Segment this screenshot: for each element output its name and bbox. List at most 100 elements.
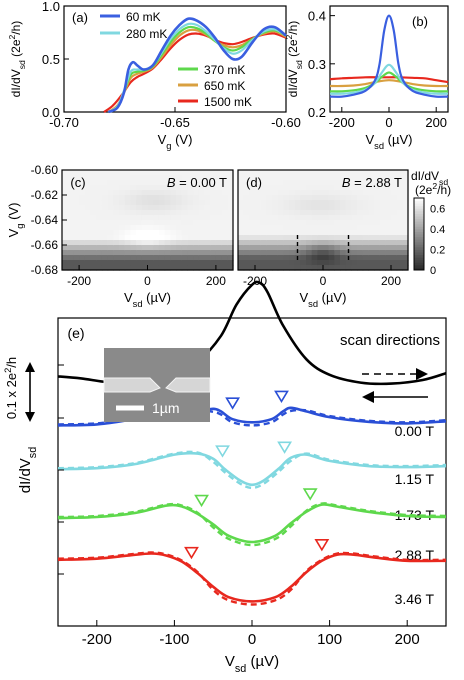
panel-c-cell (101, 180, 109, 186)
panel-d-cell (323, 215, 330, 221)
panel-c-cell (227, 185, 234, 191)
panel-c-cell (181, 175, 188, 181)
panel-d-cell (317, 200, 324, 206)
panel-c-cell (113, 260, 120, 266)
panel-d-cell (289, 250, 296, 256)
panel-d-cell (391, 190, 398, 196)
panel-c-cell (198, 240, 206, 246)
panel-c-cell (153, 225, 160, 231)
panel-c-ytick-label: -0.60 (31, 163, 59, 177)
panel-d-cell (249, 195, 256, 201)
panel-c-cell (101, 190, 109, 196)
panel-d-cell (311, 260, 318, 266)
panel-c-cell (181, 190, 188, 196)
panel-d-cell (351, 180, 358, 186)
panel-c-cell (176, 225, 183, 231)
panel-c-ytick-label: -0.66 (31, 238, 59, 252)
panel-c-cell (158, 205, 166, 211)
panel-c-cell (136, 215, 143, 221)
panel-d-cell (379, 210, 386, 216)
panel-d-cell (272, 220, 279, 226)
panel-c-cell (215, 170, 223, 176)
panel-c-cell (141, 230, 149, 236)
panel-c-cell (141, 260, 149, 266)
panel-c-cell (210, 240, 217, 246)
panel-d-cell (351, 265, 358, 271)
panel-d-cell (391, 220, 398, 226)
panel-c-cell (221, 185, 228, 191)
panel-c-cell (136, 235, 143, 241)
colorbar-cell (414, 210, 424, 214)
panel-d-cell (277, 175, 284, 181)
panel-c-cell (158, 265, 166, 271)
panel-d-cell (402, 180, 409, 186)
panel-d-cell (357, 255, 364, 261)
panel-c-cell (119, 255, 126, 261)
panel-d-cell (328, 240, 335, 246)
panel-c-cell (101, 245, 109, 251)
panel-d-cell (379, 220, 386, 226)
panel-d-cell (243, 220, 250, 226)
panel-c-cell (62, 215, 69, 221)
panel-d-cell (311, 175, 318, 181)
panel-d-cell (317, 240, 324, 246)
panel-c-cell (130, 205, 137, 211)
colorbar-label-line2: (2e2/h) (415, 181, 451, 197)
panel-c-cell (119, 245, 126, 251)
panel-c-cell (96, 235, 103, 241)
panel-c-cell (181, 260, 188, 266)
panel-d-cell (328, 230, 335, 236)
panel-c-cell (62, 185, 69, 191)
panel-d-cell (294, 220, 301, 226)
panel-c-cell (141, 205, 149, 211)
panel-c-cell (96, 220, 103, 226)
panel-c-cell (176, 240, 183, 246)
panel-d-cell (317, 255, 324, 261)
panel-d-cell (391, 225, 398, 231)
panel-d-cell (328, 180, 335, 186)
panel-d-cell (238, 235, 245, 241)
panel-e-peak-marker (277, 441, 293, 454)
panel-d-cell (238, 230, 245, 236)
panel-c-cell (227, 195, 234, 201)
panel-d-cell (402, 195, 409, 201)
panel-c-cell (101, 225, 109, 231)
panel-c-cell (79, 245, 86, 251)
panel-d-cell (379, 225, 386, 231)
panel-d-cell (249, 265, 256, 271)
panel-d-cell (368, 240, 375, 246)
panel-c-cell (141, 195, 149, 201)
panel-d-cell (385, 240, 392, 246)
panel-c-cell (73, 225, 80, 231)
panel-c-cell (79, 210, 86, 216)
panel-c-cell (153, 265, 160, 271)
panel-c-cell (119, 170, 126, 176)
panel-c-cell (62, 255, 69, 261)
panel-d-cell (391, 175, 398, 181)
panel-c-cell (73, 175, 80, 181)
panel-d-cell (300, 225, 307, 231)
panel-d-cell (317, 265, 324, 271)
panel-d-cell (311, 245, 318, 251)
panel-b-series (329, 14, 449, 98)
panel-d-cell (249, 240, 256, 246)
panel-d-cell (283, 185, 290, 191)
panel-c-cell (84, 170, 92, 176)
panel-c-cell (101, 235, 109, 241)
panel-c-cell (227, 225, 234, 231)
panel-d-cell (266, 180, 273, 186)
panel-d-cell (357, 195, 364, 201)
panel-c-cell (170, 170, 177, 176)
panel-d-cell (317, 245, 324, 251)
panel-d-cell (396, 225, 403, 231)
panel-d-cell (260, 255, 267, 261)
panel-d-cell (368, 205, 375, 211)
panel-c-cell (96, 230, 103, 236)
panel-d-cell (391, 195, 398, 201)
panel-c-cell (147, 200, 154, 206)
panel-c-cell (113, 240, 120, 246)
panel-c-cell (141, 215, 149, 221)
panel-c-cell (101, 220, 109, 226)
panel-d-cell (368, 235, 375, 241)
panel-d-cell (243, 215, 250, 221)
